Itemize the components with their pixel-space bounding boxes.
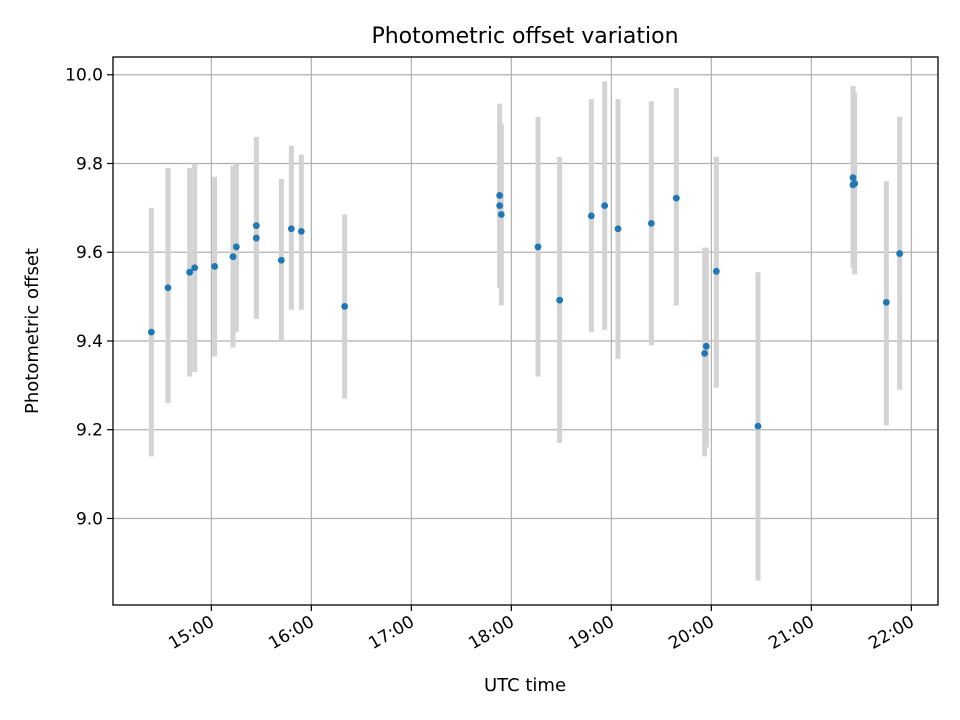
x-axis-label: UTC time bbox=[484, 675, 566, 696]
data-point bbox=[701, 350, 709, 357]
data-point bbox=[252, 222, 260, 230]
data-point bbox=[277, 256, 285, 264]
y-tick-label: 9.6 bbox=[76, 243, 103, 263]
data-point bbox=[849, 174, 857, 182]
y-tick-label: 9.0 bbox=[76, 509, 103, 529]
y-axis-label: Photometric offset bbox=[22, 248, 43, 414]
data-point bbox=[896, 250, 904, 257]
y-tick-label: 9.2 bbox=[76, 421, 103, 441]
y-tick-label: 9.4 bbox=[76, 332, 103, 352]
data-point bbox=[851, 180, 859, 187]
data-point bbox=[882, 298, 890, 306]
data-points bbox=[147, 174, 904, 430]
data-point bbox=[496, 192, 504, 199]
grid bbox=[113, 57, 938, 605]
data-point bbox=[211, 263, 219, 270]
data-point bbox=[587, 212, 595, 220]
data-point bbox=[702, 342, 710, 350]
data-point bbox=[287, 225, 295, 233]
data-point bbox=[754, 422, 762, 430]
data-point bbox=[191, 264, 199, 272]
data-point bbox=[147, 328, 155, 336]
data-point bbox=[534, 243, 542, 251]
data-point bbox=[186, 268, 194, 276]
data-point bbox=[614, 225, 622, 233]
chart-title: Photometric offset variation bbox=[371, 24, 678, 49]
data-point bbox=[164, 284, 172, 292]
data-point bbox=[229, 253, 237, 261]
data-point bbox=[252, 234, 260, 242]
data-point bbox=[232, 243, 240, 251]
y-axis-ticks: 9.0 9.2 9.4 9.6 9.8 10.0 bbox=[65, 66, 113, 529]
data-point bbox=[601, 202, 609, 210]
data-point bbox=[496, 202, 504, 210]
data-point bbox=[297, 227, 305, 235]
data-point bbox=[341, 302, 349, 310]
data-point bbox=[497, 211, 505, 218]
data-point bbox=[647, 219, 655, 227]
data-point bbox=[712, 267, 720, 275]
data-point bbox=[672, 194, 680, 202]
plot-frame bbox=[112, 56, 939, 606]
y-tick-label: 10.0 bbox=[65, 66, 103, 86]
data-point bbox=[556, 296, 564, 304]
y-tick-label: 9.8 bbox=[76, 154, 103, 174]
